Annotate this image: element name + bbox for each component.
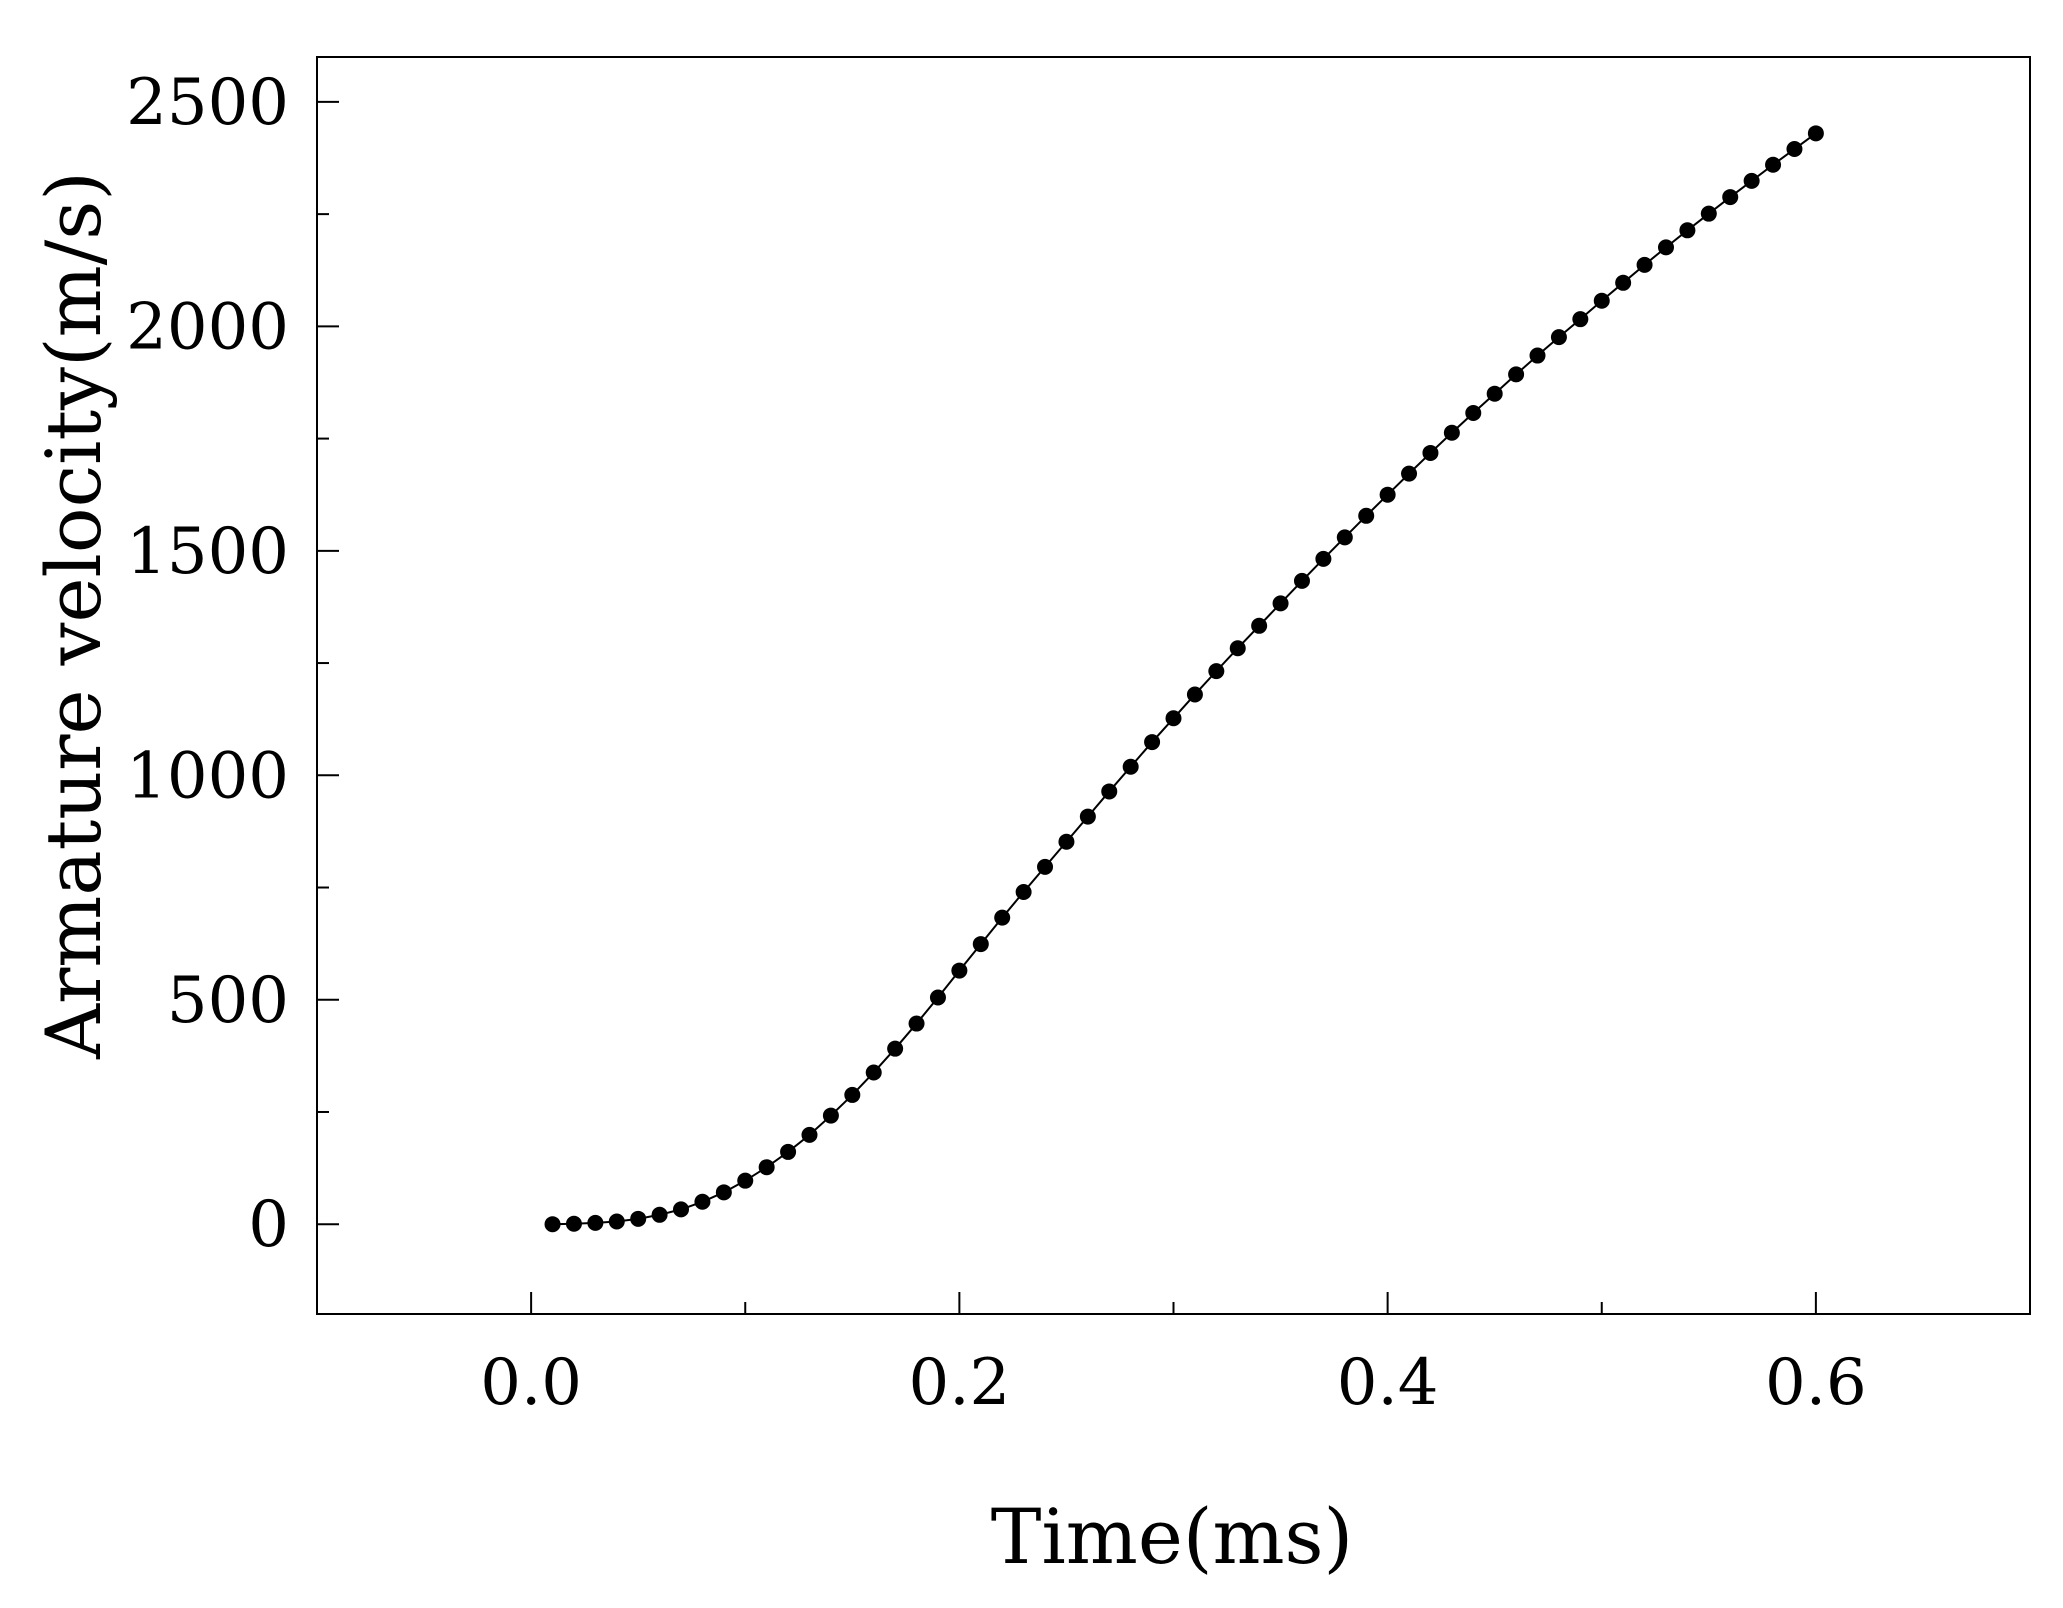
data-point: [908, 1015, 925, 1032]
data-point: [1101, 783, 1118, 800]
data-point: [544, 1216, 561, 1233]
plot-frame: [316, 56, 2031, 1315]
y-tick-label: 0: [248, 1188, 289, 1262]
y-tick-label: 2500: [126, 66, 289, 140]
data-point: [651, 1206, 668, 1223]
data-point: [715, 1184, 732, 1201]
data-point: [951, 962, 968, 979]
data-point: [1336, 529, 1353, 546]
data-point: [608, 1213, 625, 1230]
data-point: [1229, 640, 1246, 657]
data-point: [994, 909, 1011, 926]
data-point: [1593, 292, 1610, 309]
x-axis-ticks: [530, 1292, 1817, 1314]
data-point: [1208, 663, 1225, 680]
data-point: [844, 1086, 861, 1103]
x-tick-label: 0.2: [908, 1346, 1010, 1420]
data-point: [1251, 617, 1268, 634]
data-point: [887, 1040, 904, 1057]
data-point: [822, 1107, 839, 1124]
data-point: [1379, 486, 1396, 503]
data-point: [1615, 274, 1632, 291]
data-point: [1700, 205, 1717, 222]
x-axis-tick-labels: 0.0 0.2 0.4 0.6: [480, 1346, 1867, 1420]
data-point: [1743, 172, 1760, 189]
data-point: [1272, 595, 1289, 612]
data-point: [1465, 405, 1482, 422]
y-tick-label: 2000: [126, 290, 289, 364]
data-point: [865, 1064, 882, 1081]
data-point: [737, 1172, 754, 1189]
data-point: [694, 1193, 711, 1210]
x-tick-label: 0.4: [1337, 1346, 1439, 1420]
data-point: [1037, 858, 1054, 875]
y-axis-tick-labels: 0 500 1000 1500 2000 2500: [126, 66, 289, 1262]
data-point: [1058, 833, 1075, 850]
data-point: [929, 989, 946, 1006]
data-point: [1144, 734, 1161, 751]
data-point: [1807, 125, 1824, 142]
data-point: [1401, 465, 1418, 482]
data-point: [587, 1214, 604, 1231]
data-point: [1486, 385, 1503, 402]
y-tick-label: 1500: [126, 515, 289, 589]
series-line: [552, 132, 1817, 1226]
data-point: [1422, 444, 1439, 461]
data-point: [1679, 222, 1696, 239]
data-point: [758, 1159, 775, 1176]
data-point: [780, 1143, 797, 1160]
series-layer: [544, 125, 1824, 1233]
data-point: [1786, 141, 1803, 158]
data-point: [565, 1215, 582, 1232]
data-point: [1165, 710, 1182, 727]
data-point: [1315, 550, 1332, 567]
x-tick-label: 0.0: [480, 1346, 582, 1420]
x-axis-title: Time(ms): [991, 1492, 1353, 1581]
data-point: [1572, 311, 1589, 328]
data-point: [972, 936, 989, 953]
y-tick-label: 500: [167, 964, 289, 1038]
data-point: [673, 1201, 690, 1218]
data-point: [1657, 239, 1674, 256]
data-point: [630, 1210, 647, 1227]
y-axis-ticks: [317, 100, 339, 1226]
data-point: [1293, 572, 1310, 589]
data-point: [1358, 507, 1375, 524]
y-axis-title: Armature velocity(m/s): [29, 171, 118, 1060]
data-point: [1186, 686, 1203, 703]
data-point: [1508, 366, 1525, 383]
data-point: [1765, 156, 1782, 173]
data-point: [1122, 758, 1139, 775]
data-point: [801, 1126, 818, 1143]
data-point: [1443, 424, 1460, 441]
data-point: [1015, 884, 1032, 901]
x-tick-label: 0.6: [1765, 1346, 1867, 1420]
data-point: [1079, 808, 1096, 825]
data-point: [1529, 347, 1546, 364]
data-point: [1722, 189, 1739, 206]
data-point: [1550, 329, 1567, 346]
y-tick-label: 1000: [126, 739, 289, 813]
data-point: [1636, 256, 1653, 273]
